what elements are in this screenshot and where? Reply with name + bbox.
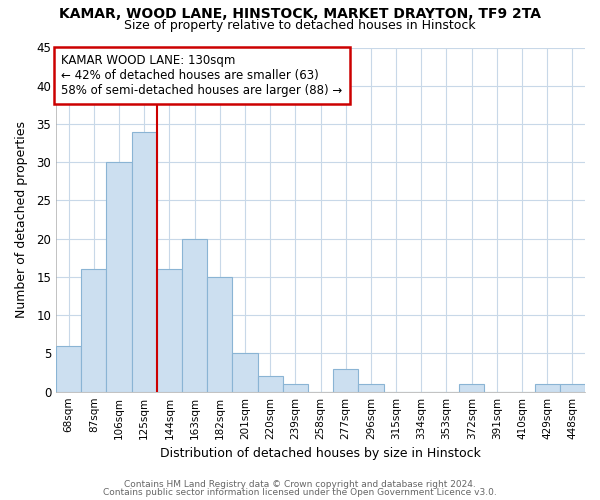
Bar <box>459 384 484 392</box>
Bar <box>207 277 232 392</box>
Bar <box>358 384 383 392</box>
Bar <box>106 162 131 392</box>
Bar <box>333 368 358 392</box>
Bar <box>182 238 207 392</box>
Bar <box>257 376 283 392</box>
Bar <box>56 346 81 392</box>
Bar <box>81 270 106 392</box>
Text: Size of property relative to detached houses in Hinstock: Size of property relative to detached ho… <box>124 19 476 32</box>
Bar <box>283 384 308 392</box>
Bar <box>535 384 560 392</box>
X-axis label: Distribution of detached houses by size in Hinstock: Distribution of detached houses by size … <box>160 447 481 460</box>
Y-axis label: Number of detached properties: Number of detached properties <box>15 121 28 318</box>
Text: KAMAR WOOD LANE: 130sqm
← 42% of detached houses are smaller (63)
58% of semi-de: KAMAR WOOD LANE: 130sqm ← 42% of detache… <box>61 54 343 98</box>
Text: KAMAR, WOOD LANE, HINSTOCK, MARKET DRAYTON, TF9 2TA: KAMAR, WOOD LANE, HINSTOCK, MARKET DRAYT… <box>59 8 541 22</box>
Bar <box>232 354 257 392</box>
Bar <box>131 132 157 392</box>
Text: Contains public sector information licensed under the Open Government Licence v3: Contains public sector information licen… <box>103 488 497 497</box>
Bar <box>560 384 585 392</box>
Bar <box>157 270 182 392</box>
Text: Contains HM Land Registry data © Crown copyright and database right 2024.: Contains HM Land Registry data © Crown c… <box>124 480 476 489</box>
